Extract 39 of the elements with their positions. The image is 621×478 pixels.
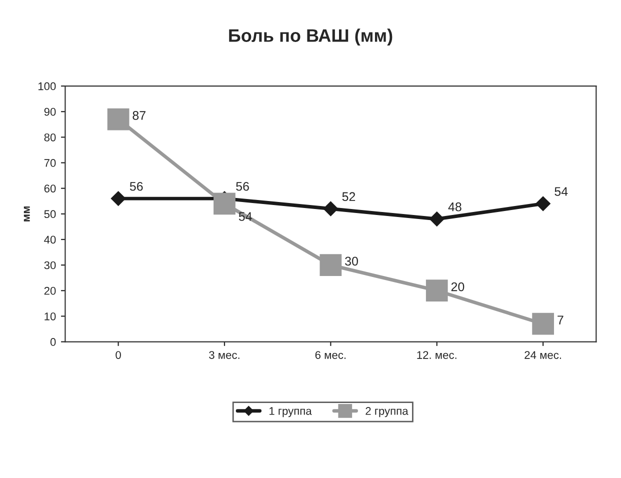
data-label: 87 <box>132 111 146 120</box>
legend-label: 1 группа <box>270 407 312 418</box>
y-tick-label: 80 <box>44 133 56 142</box>
y-tick-label: 20 <box>44 286 56 295</box>
data-label: 7 <box>558 316 564 324</box>
y-tick-label: 10 <box>44 312 56 320</box>
y-tick-label: 50 <box>44 210 56 218</box>
data-label: 30 <box>345 256 358 266</box>
data-label: 52 <box>342 192 356 202</box>
y-tick-label: 90 <box>44 108 56 116</box>
data-label: 48 <box>448 202 462 212</box>
y-tick-label: 60 <box>44 184 56 192</box>
data-label: 56 <box>130 182 143 191</box>
point <box>323 201 338 216</box>
data-label: 20 <box>451 282 464 292</box>
point <box>536 196 550 212</box>
x-tick-label: 24 мес. <box>524 351 562 359</box>
data-label: 54 <box>238 212 252 221</box>
data-label: 56 <box>236 182 249 191</box>
point <box>429 212 444 226</box>
y-tick-label: 100 <box>38 82 56 90</box>
point <box>320 254 342 276</box>
chart-title: Боль по ВАШ (мм) <box>229 28 392 46</box>
point <box>110 191 126 206</box>
y-tick-label: 30 <box>44 261 56 270</box>
x-tick-label: 6 мес. <box>315 351 346 359</box>
x-tick-label: 0 <box>116 351 121 359</box>
point <box>214 192 236 215</box>
data-label: 54 <box>554 187 568 196</box>
legend-label: 2 группа <box>366 407 408 418</box>
y-axis-title: мм <box>24 206 30 222</box>
x-tick-label: 3 мес. <box>209 351 240 359</box>
point <box>107 108 130 130</box>
x-tick-label: 12. мес. <box>417 351 456 359</box>
y-tick-label: 0 <box>50 338 56 346</box>
y-tick-label: 40 <box>44 236 56 244</box>
point <box>532 312 554 335</box>
y-tick-label: 70 <box>44 159 56 167</box>
point <box>426 280 448 302</box>
